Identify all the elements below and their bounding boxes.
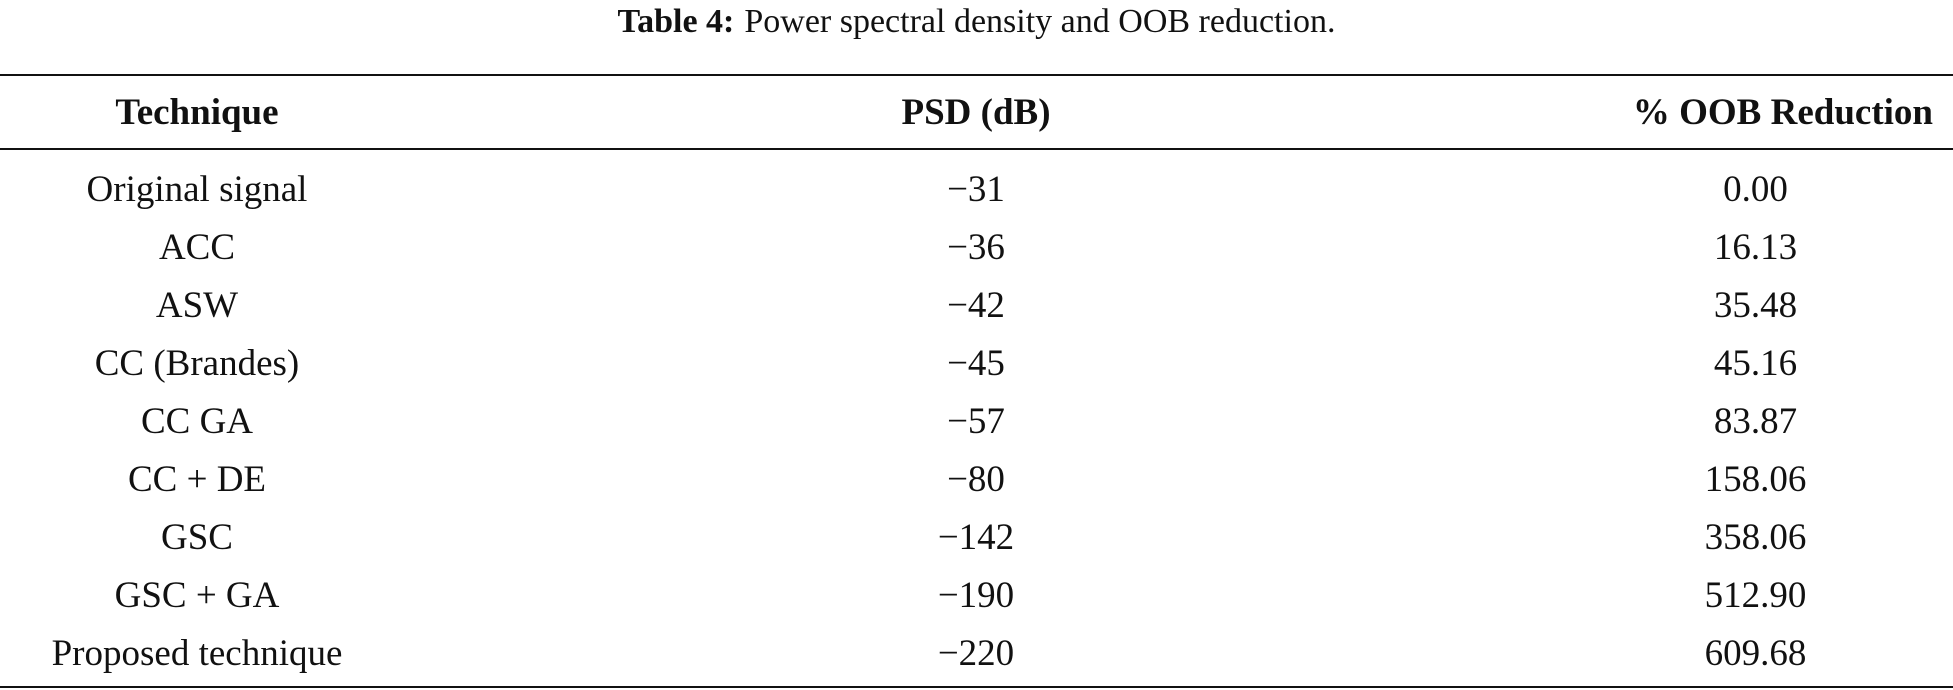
table-cell: 35.48 [1713,284,1798,326]
header-cell: PSD (dB) [901,91,1051,133]
table-cell: −31 [947,168,1005,210]
table-row: CC (Brandes) −45 45.16 [0,334,1953,392]
table-cell: −57 [947,400,1005,442]
data-table: Technique PSD (dB) % OOB Reduction Origi… [0,74,1953,688]
table-cell: −80 [947,458,1005,500]
table-cell: Original signal [86,168,308,210]
table-row: CC GA −57 83.87 [0,392,1953,450]
table-cell: −142 [937,516,1015,558]
table-cell: 609.68 [1704,632,1807,674]
table-caption: Table 4: Power spectral density and OOB r… [0,0,1953,44]
table-cell: 0.00 [1723,168,1788,210]
table-cell: GSC [161,516,233,558]
table-cell: −42 [947,284,1005,326]
table-cell: ASW [155,284,239,326]
table-cell: ACC [158,226,236,268]
table-row: GSC + GA −190 512.90 [0,566,1953,624]
table-row: Proposed technique −220 609.68 [0,624,1953,687]
table-cell: 512.90 [1704,574,1807,616]
table-cell: −220 [937,632,1015,674]
table-cell: 45.16 [1713,342,1798,384]
table-cell: CC + DE [127,458,267,500]
table-body: Original signal −31 0.00 ACC −36 16.13 ASW −42 3… [0,149,1953,687]
table-cell: −45 [947,342,1005,384]
table-cell: −190 [937,574,1015,616]
table-cell: Proposed technique [51,632,343,674]
table-cell: 16.13 [1713,226,1798,268]
table-header: Technique PSD (dB) % OOB Reduction [0,75,1953,149]
table-row: ASW −42 35.48 [0,276,1953,334]
table-row: Original signal −31 0.00 [0,149,1953,218]
caption-label: Table 4: [617,3,735,40]
table-cell: 83.87 [1713,400,1798,442]
table-cell: 358.06 [1704,516,1807,558]
table-cell: GSC + GA [114,574,280,616]
table-cell: 158.06 [1704,458,1807,500]
table-row: ACC −36 16.13 [0,218,1953,276]
header-cell: Technique [115,91,279,133]
header-cell: % OOB Reduction [1632,91,1933,133]
header-row: Technique PSD (dB) % OOB Reduction [0,75,1953,149]
table-row: GSC −142 358.06 [0,508,1953,566]
caption-text: Power spectral density and OOB reduction… [744,3,1336,40]
table-cell: CC GA [140,400,254,442]
table-row: CC + DE −80 158.06 [0,450,1953,508]
table-cell: −36 [947,226,1005,268]
table-cell: CC (Brandes) [94,342,300,384]
